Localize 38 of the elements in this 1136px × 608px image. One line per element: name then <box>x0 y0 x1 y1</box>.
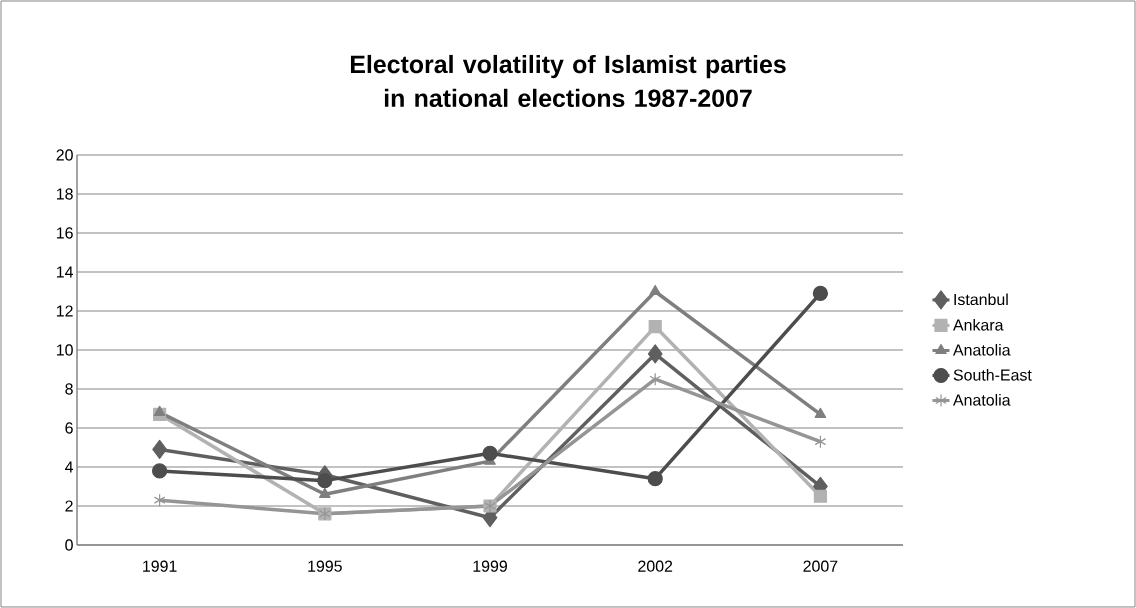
point <box>152 463 168 479</box>
point <box>647 471 663 487</box>
point <box>814 435 827 449</box>
x-tick-label: 1991 <box>143 560 177 572</box>
point <box>649 372 662 386</box>
point <box>319 487 331 498</box>
legend-label: Anatolia <box>953 343 1011 356</box>
x-tick-label: 2002 <box>638 560 673 572</box>
y-tick-label: 8 <box>65 383 73 395</box>
y-tick-label: 0 <box>65 539 73 551</box>
y-tick-label: 12 <box>56 305 73 317</box>
y-tick-label: 16 <box>56 227 73 239</box>
point <box>482 445 498 461</box>
y-tick-label: 14 <box>56 266 74 278</box>
point <box>152 439 167 460</box>
point <box>317 473 333 489</box>
y-tick-label: 20 <box>56 149 73 161</box>
point <box>647 344 663 364</box>
legend-label: Istanbul <box>954 293 1008 306</box>
point <box>153 405 166 416</box>
legend-label: Anatolia <box>953 394 1011 406</box>
point <box>648 319 662 334</box>
legend-label: Ankara <box>953 318 1004 331</box>
x-tick-label: 1999 <box>473 560 507 572</box>
y-tick-label: 6 <box>65 422 73 434</box>
point <box>812 285 829 302</box>
y-tick-label: 18 <box>56 188 73 200</box>
chart-title: Electoral volatility of Islamist parties in national elections 1987-2007 <box>350 54 786 108</box>
y-tick-label: 10 <box>56 344 73 356</box>
x-tick-label: 1995 <box>308 560 342 572</box>
point <box>649 284 662 296</box>
x-tick-label: 2007 <box>803 560 838 572</box>
y-tick-label: 2 <box>65 500 73 512</box>
point <box>153 493 166 507</box>
point <box>814 407 827 418</box>
y-tick-label: 4 <box>64 461 74 473</box>
legend-label: South-East <box>953 368 1032 381</box>
point <box>813 489 828 503</box>
